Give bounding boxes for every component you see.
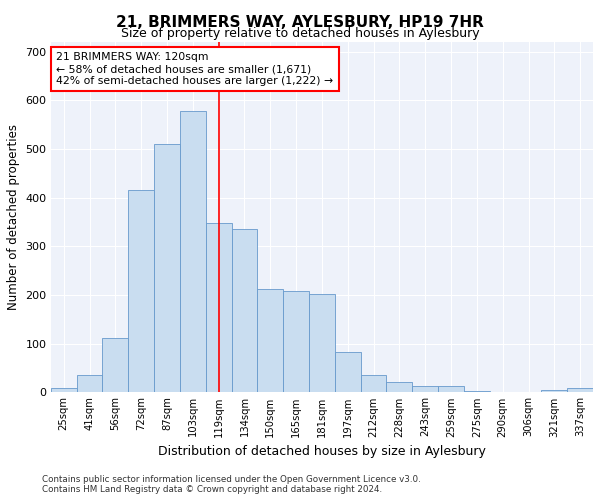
Bar bbox=[386, 382, 412, 392]
Y-axis label: Number of detached properties: Number of detached properties bbox=[7, 124, 20, 310]
Bar bbox=[567, 388, 593, 392]
Bar bbox=[412, 386, 438, 392]
Bar bbox=[438, 386, 464, 392]
Bar bbox=[309, 294, 335, 392]
Text: 21 BRIMMERS WAY: 120sqm
← 58% of detached houses are smaller (1,671)
42% of semi: 21 BRIMMERS WAY: 120sqm ← 58% of detache… bbox=[56, 52, 334, 86]
Text: Contains public sector information licensed under the Open Government Licence v3: Contains public sector information licen… bbox=[42, 474, 421, 484]
Text: Contains HM Land Registry data © Crown copyright and database right 2024.: Contains HM Land Registry data © Crown c… bbox=[42, 485, 382, 494]
Text: Size of property relative to detached houses in Aylesbury: Size of property relative to detached ho… bbox=[121, 28, 479, 40]
Bar bbox=[283, 291, 309, 392]
Bar bbox=[257, 289, 283, 392]
Bar bbox=[180, 111, 206, 392]
Bar bbox=[335, 352, 361, 392]
Bar bbox=[232, 229, 257, 392]
Bar bbox=[206, 224, 232, 392]
Text: 21, BRIMMERS WAY, AYLESBURY, HP19 7HR: 21, BRIMMERS WAY, AYLESBURY, HP19 7HR bbox=[116, 15, 484, 30]
Bar bbox=[541, 390, 567, 392]
Bar bbox=[103, 338, 128, 392]
X-axis label: Distribution of detached houses by size in Aylesbury: Distribution of detached houses by size … bbox=[158, 445, 486, 458]
Bar bbox=[361, 375, 386, 392]
Bar bbox=[51, 388, 77, 392]
Bar bbox=[154, 144, 180, 392]
Bar bbox=[128, 190, 154, 392]
Bar bbox=[464, 390, 490, 392]
Bar bbox=[77, 375, 103, 392]
